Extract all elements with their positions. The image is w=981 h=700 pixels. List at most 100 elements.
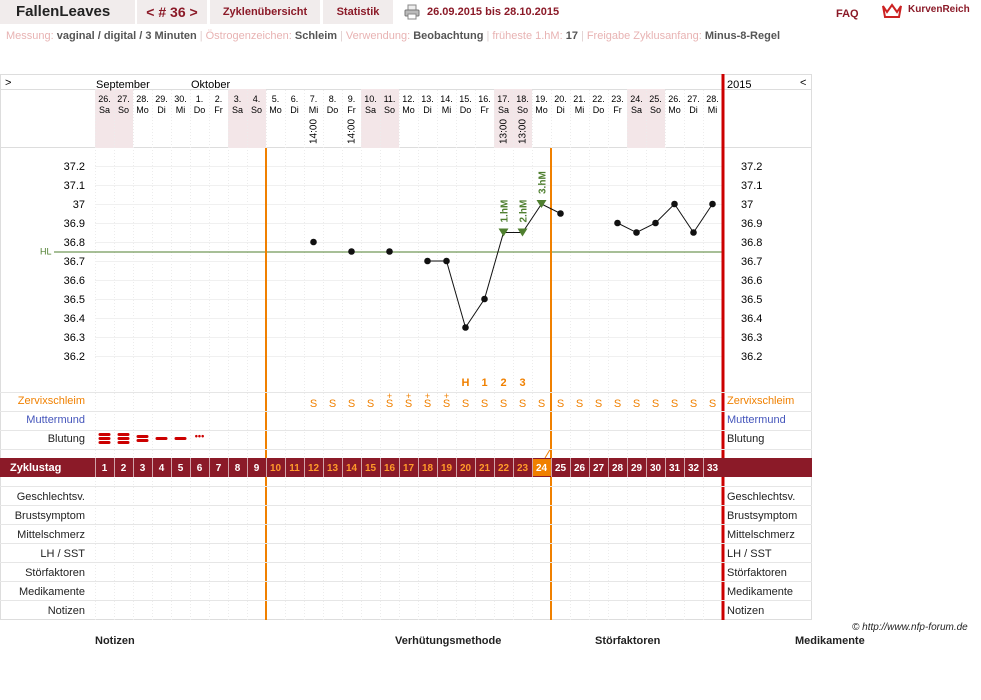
cycle-day-number: 18: [422, 463, 434, 474]
cycle-day-number: 24: [536, 463, 548, 474]
cover-line-label: HL: [40, 247, 52, 257]
row-label-notes: Notizen: [48, 605, 85, 617]
setting-label: Freigabe Zyklusanfang:: [586, 30, 705, 42]
cycle-day-number: 31: [669, 463, 681, 474]
temperature-line: [427, 203, 561, 329]
brand-name[interactable]: KurvenReich: [908, 4, 970, 15]
cycle-day-number: 21: [479, 463, 491, 474]
setting-value: 17: [565, 30, 578, 42]
y-tick-right: 37.1: [741, 180, 762, 192]
y-tick-left: 36.4: [64, 313, 85, 325]
cycle-day-number: 33: [707, 463, 719, 474]
cycle-day-number: 3: [140, 463, 146, 474]
mucus-plus: +: [387, 391, 392, 401]
bleeding-mark: [155, 437, 168, 440]
bleeding-spotting: •••: [195, 431, 204, 441]
bleeding-mark: [98, 437, 111, 440]
kurvenreich-logo-icon[interactable]: [881, 2, 903, 20]
cycle-day-number: 15: [365, 463, 377, 474]
y-tick-right: 36.7: [741, 256, 762, 268]
day-number: 27.: [117, 94, 130, 104]
row-label-lh-test: LH / SST: [40, 548, 85, 560]
cycle-day-number: 7: [216, 463, 222, 474]
row-label-intercourse: Geschlechtsv.: [17, 491, 85, 503]
cycle-day-number: 29: [631, 463, 643, 474]
setting-value: Beobachtung: [413, 30, 484, 42]
day-number: 22.: [592, 94, 605, 104]
tab-statistics[interactable]: Statistik: [323, 0, 393, 24]
weekday-label: Do: [194, 105, 206, 115]
higher-measurement-marker: [517, 228, 528, 237]
temperature-point: [633, 229, 640, 236]
y-tick-right: 36.4: [741, 313, 762, 325]
y-tick-left: 36.6: [64, 275, 85, 287]
weekday-label: Mi: [309, 105, 319, 115]
month-label: September: [96, 79, 150, 91]
mucus-symbol: S: [329, 398, 336, 410]
temperature-point: [462, 324, 469, 331]
settings-separator: |: [486, 30, 490, 42]
cycle-navigator[interactable]: < # 36 >: [137, 0, 207, 24]
temperature-point: [424, 257, 431, 265]
row-label-cervix: Muttermund: [26, 414, 85, 426]
row-label-cervix-right: Muttermund: [727, 414, 786, 426]
weekday-label: Mo: [136, 105, 149, 115]
settings-line: Messung: vaginal / digital / 3 Minuten | Ö…: [6, 30, 780, 42]
print-icon[interactable]: [404, 4, 420, 20]
row-label-disturbances: Störfaktoren: [25, 567, 85, 579]
tab-cycle-overview[interactable]: Zyklenübersicht: [210, 0, 320, 24]
cycle-day-highlight: [533, 459, 551, 476]
weekday-label: Di: [689, 105, 698, 115]
setting-value: Schleim: [294, 30, 338, 42]
cycle-day-number: 10: [270, 463, 282, 474]
temperature-point: [386, 248, 393, 255]
setting-label: Messung:: [6, 30, 57, 42]
cycle-day-number: 12: [308, 463, 320, 474]
weekday-label: Fr: [480, 105, 489, 115]
y-tick-right: 36.9: [741, 218, 762, 230]
month-label: Oktober: [191, 79, 230, 91]
top-bar: FallenLeaves < # 36 > Zyklenübersicht St…: [0, 0, 981, 26]
faq-link[interactable]: FAQ: [836, 8, 859, 20]
weekday-label: Di: [290, 105, 299, 115]
mucus-symbol: S: [652, 398, 659, 410]
mucus-symbol: S: [405, 398, 412, 410]
expand-right-button: <: [800, 77, 806, 89]
y-tick-right: 36.3: [741, 332, 762, 344]
row-label-lh-test-right: LH / SST: [727, 548, 772, 560]
cycle-day-number: 2: [121, 463, 127, 474]
weekday-label: So: [118, 105, 129, 115]
temperature-point: [310, 238, 317, 246]
higher-measurement-label: 2.hM: [519, 200, 530, 223]
weekday-label: Sa: [365, 105, 376, 115]
measure-time: 13:00: [518, 119, 529, 144]
day-number: 16.: [478, 94, 491, 104]
temperature-point: [557, 210, 564, 217]
bleeding-mark: [136, 435, 149, 438]
higher-measurement-label: 3.hM: [538, 171, 549, 194]
y-tick-left: 36.3: [64, 332, 85, 344]
day-number: 10.: [364, 94, 377, 104]
footer-notes: Notizen: [95, 635, 135, 647]
row-label-cycle-day: Zyklustag: [10, 462, 61, 474]
day-number: 26.: [98, 94, 111, 104]
cycle-day-number: 26: [574, 463, 586, 474]
settings-separator: |: [580, 30, 584, 42]
day-number: 3.: [234, 94, 242, 104]
row-label-intercourse-right: Geschlechtsv.: [727, 491, 795, 503]
cycle-day-number: 30: [650, 463, 662, 474]
weekend-column: [513, 89, 532, 148]
day-number: 25.: [649, 94, 662, 104]
weekday-label: Di: [157, 105, 166, 115]
weekday-label: So: [650, 105, 661, 115]
peak-marker: 1: [481, 377, 487, 389]
weekday-label: Sa: [99, 105, 110, 115]
row-label-bleeding: Blutung: [48, 433, 85, 445]
mucus-symbol: S: [500, 398, 507, 410]
row-label-notes-right: Notizen: [727, 605, 764, 617]
cycle-day-number: 25: [555, 463, 567, 474]
y-tick-left: 36.2: [64, 351, 85, 363]
weekday-label: Di: [423, 105, 432, 115]
row-label-medications-right: Medikamente: [727, 586, 793, 598]
weekend-column: [494, 89, 513, 148]
